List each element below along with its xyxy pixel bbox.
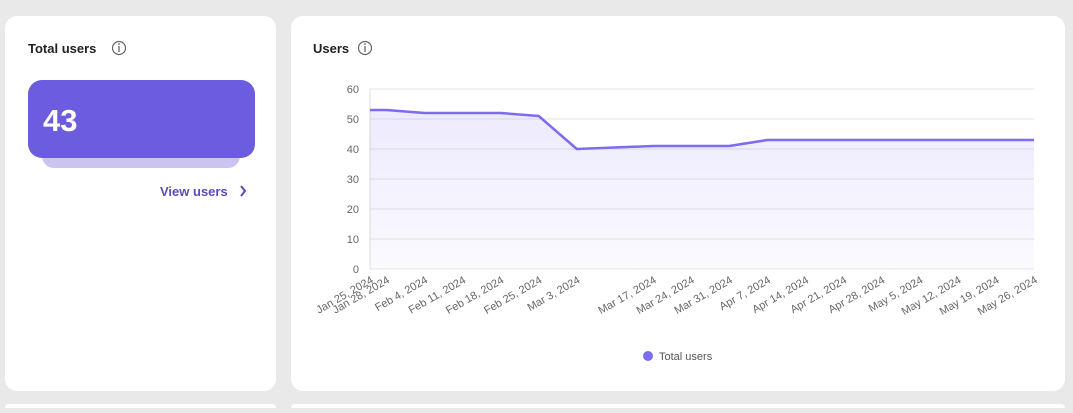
area [370,110,1034,269]
y-tick-label: 40 [347,144,359,156]
card-edge [291,404,1065,413]
legend-label: Total users [659,351,713,363]
y-tick-label: 20 [347,204,359,216]
card-title: Users [313,41,349,56]
card-title: Total users [28,41,96,56]
view-users-link[interactable]: View users [160,184,247,199]
card [5,16,276,391]
y-tick-label: 60 [347,84,359,96]
y-tick-label: 50 [347,114,359,126]
y-tick-label: 0 [353,264,359,276]
y-tick-label: 10 [347,234,359,246]
line [370,108,1034,151]
link-text[interactable]: View users [160,184,228,199]
stat-box [28,80,255,158]
info-icon[interactable] [357,40,373,56]
card-edge [5,404,276,413]
info-icon[interactable] [111,40,127,56]
stat-value: 43 [43,103,77,138]
y-tick-label: 30 [347,174,359,186]
legend-marker [643,351,653,361]
